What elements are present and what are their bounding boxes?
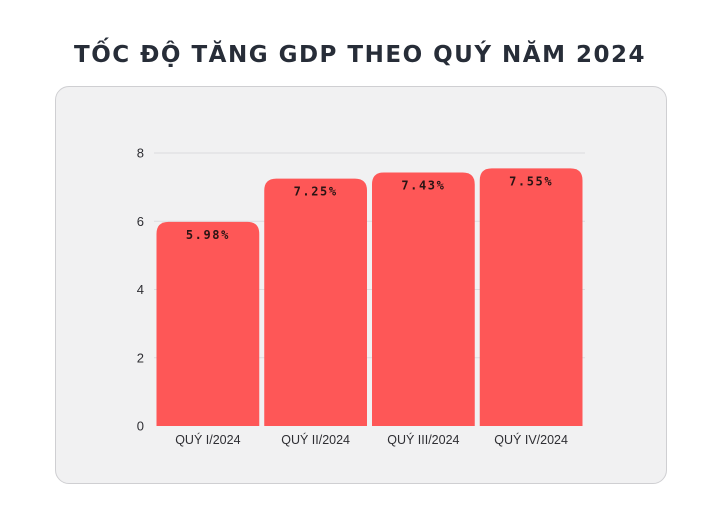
bar-value-label: 7.55% (509, 174, 553, 188)
data-labels: 5.98% 7.25% 7.43% 7.55% (186, 174, 553, 242)
bar (372, 172, 475, 426)
x-axis-labels: QUÝ I/2024 QUÝ II/2024 QUÝ III/2024 QUÝ IV/… (175, 432, 568, 447)
y-tick-label: 6 (137, 214, 144, 229)
y-tick-label: 2 (137, 350, 144, 365)
x-category-label: QUÝ I/2024 (175, 432, 240, 447)
bar-value-label: 7.43% (401, 178, 445, 192)
x-category-label: QUÝ II/2024 (281, 432, 350, 447)
bar (479, 168, 583, 426)
bar (264, 178, 367, 426)
y-tick-label: 8 (137, 146, 144, 161)
y-tick-label: 0 (137, 419, 144, 434)
chart-title: TỐC ĐỘ TĂNG GDP THEO QUÝ NĂM 2024 (74, 42, 646, 68)
bar (156, 221, 260, 426)
bar-value-label: 5.98% (186, 228, 230, 242)
x-category-label: QUÝ III/2024 (387, 432, 459, 447)
y-tick-label: 4 (137, 282, 144, 297)
bar-value-label: 7.25% (294, 185, 338, 199)
x-category-label: QUÝ IV/2024 (494, 432, 568, 447)
y-axis-ticks: 0 2 4 6 8 (137, 146, 144, 434)
bars (156, 168, 583, 426)
